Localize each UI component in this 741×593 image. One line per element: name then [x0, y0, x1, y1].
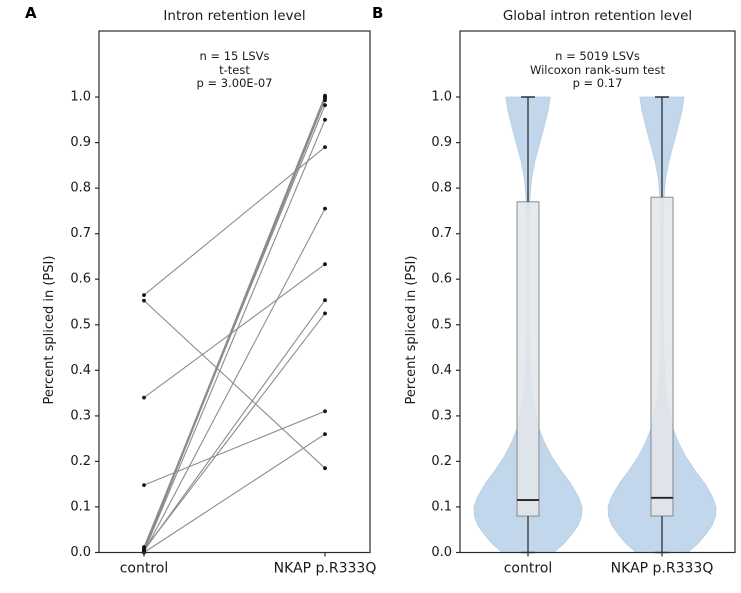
- y-tick-label: 0.9: [70, 135, 91, 150]
- x-category-label: NKAP p.R333Q: [611, 561, 714, 577]
- panel-b-sample-size: n = 5019 LSVs: [555, 49, 640, 63]
- panel-b-p-value: p = 0.17: [572, 76, 623, 90]
- y-tick-label: 0.3: [70, 408, 91, 423]
- y-tick-label: 0.9: [431, 135, 452, 150]
- x-category-label: control: [120, 561, 169, 577]
- y-tick-label: 0.3: [431, 408, 452, 423]
- boxplot-box: [516, 201, 540, 517]
- panel-b-title: Global intron retention level: [502, 8, 693, 24]
- y-tick-label: 0.6: [431, 272, 452, 287]
- y-tick-label: 0.1: [70, 499, 91, 514]
- y-tick-label: 1.0: [431, 90, 452, 105]
- y-tick-label: 0.5: [431, 317, 452, 332]
- panel-a-label: A: [25, 4, 37, 22]
- panel-b-label: B: [372, 4, 384, 22]
- panel-a-slope-lines: [143, 95, 326, 553]
- y-tick-label: 0.0: [70, 545, 91, 560]
- y-tick-label: 0.2: [70, 454, 91, 469]
- panel-a-annotation: n = 15 LSVs t-test p = 3.00E-07: [99, 49, 370, 91]
- axes-frame: [459, 30, 736, 554]
- x-category-label: NKAP p.R333Q: [274, 561, 377, 577]
- panel-a-data-points: [142, 93, 327, 555]
- panel-a-ylabel: Percent spliced in (PSI): [42, 255, 57, 405]
- y-tick-label: 0.5: [70, 317, 91, 332]
- panel-a-p-value: p = 3.00E-07: [196, 76, 273, 90]
- y-tick-label: 0.8: [431, 181, 452, 196]
- y-tick-label: 0.0: [431, 545, 452, 560]
- panel-b-ylabel: Percent spliced in (PSI): [404, 255, 419, 405]
- y-tick-label: 0.4: [70, 363, 91, 378]
- panel-a-test-name: t-test: [219, 62, 250, 77]
- x-category-label: control: [504, 561, 553, 577]
- y-tick-label: 0.8: [70, 181, 91, 196]
- y-tick-label: 0.7: [70, 226, 91, 241]
- y-tick-label: 0.4: [431, 363, 452, 378]
- axes-frame: [98, 30, 371, 554]
- panel-a-title: Intron retention level: [163, 8, 306, 24]
- panel-a-sample-size: n = 15 LSVs: [199, 49, 270, 63]
- panel-b-test-name: Wilcoxon rank-sum test: [529, 62, 666, 77]
- y-tick-label: 0.6: [70, 272, 91, 287]
- y-tick-label: 1.0: [70, 90, 91, 105]
- y-tick-label: 0.7: [431, 226, 452, 241]
- y-tick-label: 0.1: [431, 499, 452, 514]
- panel-b-annotation: n = 5019 LSVs Wilcoxon rank-sum test p =…: [460, 49, 735, 91]
- boxplot-box: [650, 196, 674, 517]
- y-tick-label: 0.2: [431, 454, 452, 469]
